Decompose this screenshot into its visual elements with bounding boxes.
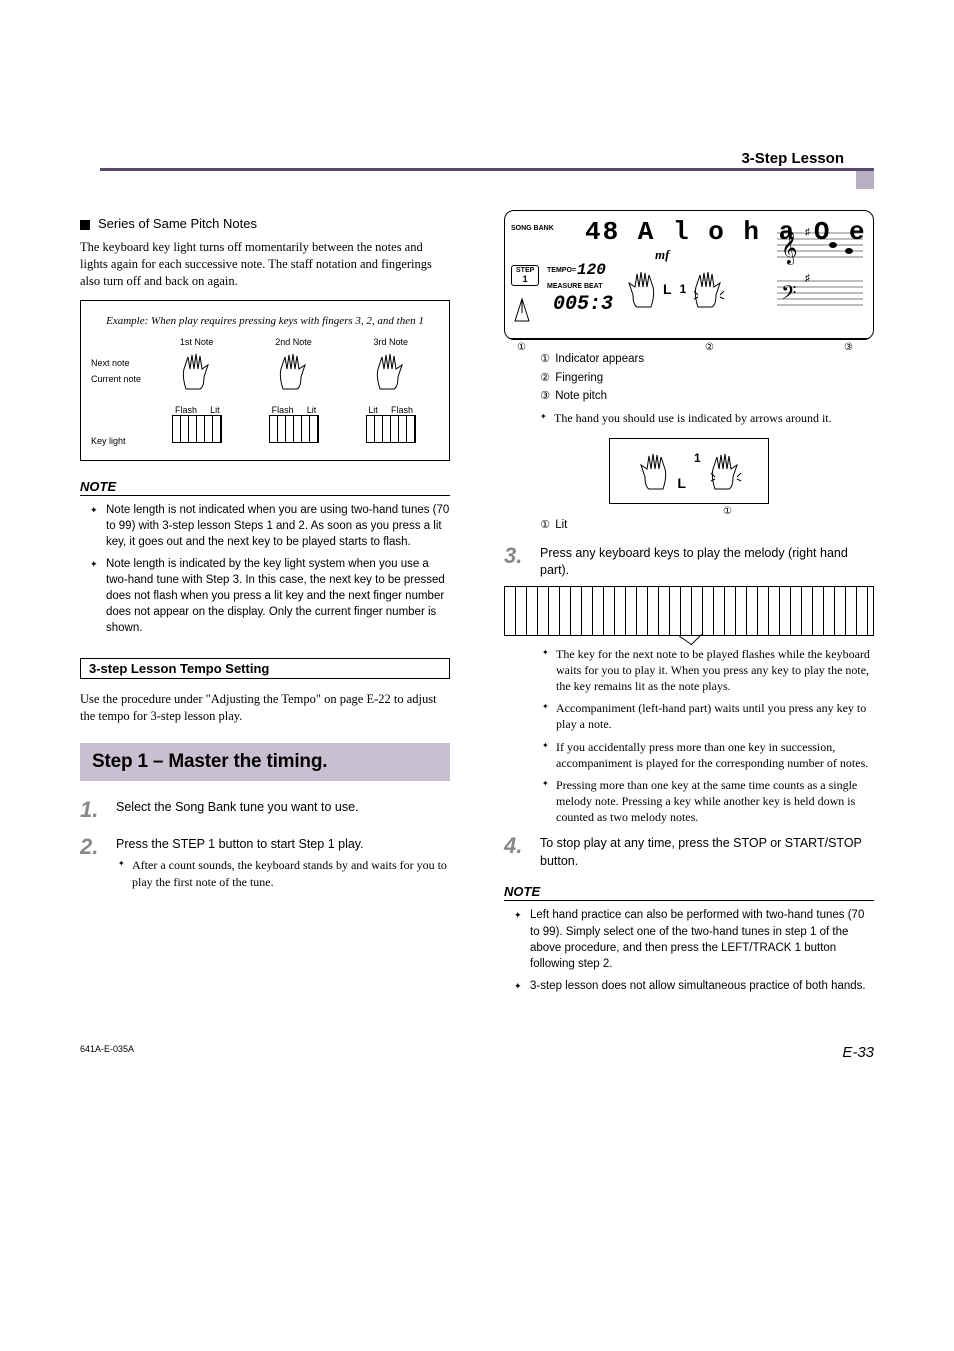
right-hand-icon [709,451,743,491]
step-value: 1 [516,274,534,284]
finger-number: 1 [694,451,701,465]
finger-number: 1 [680,282,687,296]
mini-keyboard-icon [366,415,416,443]
same-pitch-heading: Series of Same Pitch Notes [80,216,450,231]
state-label: Lit [368,405,378,415]
step-item-1: 1. Select the Song Bank tune you want to… [80,795,450,826]
state-label: Lit [210,405,220,415]
step-list: 1. Select the Song Bank tune you want to… [80,795,450,896]
state-label: Lit [307,405,317,415]
callout-1: ① [517,342,526,353]
dynamic-marking: mf [655,247,669,263]
legend-2: Fingering [555,372,603,384]
step1-title: Step 1 – Master the timing. [80,743,450,781]
header-title: 3-Step Lesson [741,150,844,167]
lit-legend: ① Lit [538,516,874,535]
step-label: STEP [516,267,534,274]
left-column: Series of Same Pitch Notes The keyboard … [80,210,450,1004]
header-band [100,168,874,171]
state-label: Flash [272,405,294,415]
metronome-icon [511,297,533,323]
col-3: 3rd Note [374,337,409,347]
staff-icon: 𝄞 𝄢 ♯ ♯ [777,223,863,323]
row-current-note: Current note [91,374,149,384]
state-label: Flash [175,405,197,415]
note-heading: NOTE [80,479,450,496]
footer-code: 641A-E-035A [80,1044,134,1061]
row-key-light: Key light [91,436,149,446]
legend-3: Note pitch [555,390,607,402]
col-1: 1st Note [180,337,214,347]
note1-item: Note length is not indicated when you ar… [106,502,450,550]
tempo-label: TEMPO= [547,267,576,274]
step-number: 1. [80,795,102,826]
lcd-legend: ① Indicator appears ② Fingering ③ Note p… [538,350,874,406]
measure-value: 005:3 [553,293,613,316]
note1-list: Note length is not indicated when you ar… [80,502,450,637]
step-number: 2. [80,832,102,896]
step-item-2: 2. Press the STEP 1 button to start Step… [80,832,450,896]
svg-text:𝄞: 𝄞 [781,232,798,265]
left-hand-label: L [677,475,686,491]
step-item-3: 3. Press any keyboard keys to play the m… [504,541,874,580]
hand-note: The hand you should use is indicated by … [554,410,874,426]
same-pitch-body: The keyboard key light turns off momenta… [80,239,450,290]
step-sub-bullet: After a count sounds, the keyboard stand… [132,857,450,889]
note2-item: Left hand practice can also be performed… [530,907,874,971]
col-2: 2nd Note [275,337,312,347]
svg-text:𝄢: 𝄢 [781,283,796,309]
keyboard-strip [504,586,874,636]
tempo-heading: 3-step Lesson Tempo Setting [80,658,450,679]
callout-2: ② [705,342,714,353]
mini-keyboard-icon [172,415,222,443]
left-hand-icon [623,269,657,309]
step-text: Select the Song Bank tune you want to us… [116,795,450,826]
example-diagram: Example: When play requires pressing key… [80,300,450,461]
note1-item: Note length is indicated by the key ligh… [106,556,450,636]
example-caption: Example: When play requires pressing key… [91,315,439,327]
example-text: When play requires pressing keys with fi… [148,315,424,327]
step3-bullet: If you accidentally press more than one … [556,739,874,771]
hand-indicator-box: L 1 ① [609,438,769,504]
hand-icon [180,351,214,391]
step-text: Press the STEP 1 button to start Step 1 … [116,836,450,854]
svg-text:♯: ♯ [805,273,810,284]
mini-keyboard-icon [269,415,319,443]
page-footer: 641A-E-035A E-33 [80,1044,874,1061]
footer-page: E-33 [842,1044,874,1061]
right-hand-icon [692,269,726,309]
step-item-4: 4. To stop play at any time, press the S… [504,831,874,870]
page-content: Series of Same Pitch Notes The keyboard … [80,210,874,1004]
note2-item: 3-step lesson does not allow simultaneou… [530,978,874,994]
right-column: SONG BANK 48 A l o h a O e mf STEP 1 TEM… [504,210,874,1004]
step-text: Press any keyboard keys to play the melo… [540,541,874,580]
lit-label: Lit [555,519,567,531]
step-number: 4. [504,831,526,870]
tempo-body: Use the procedure under "Adjusting the T… [80,691,450,725]
diagram-col-headers: 1st Note 2nd Note 3rd Note [149,337,439,347]
left-hand-label: L [663,281,672,297]
tempo-value: 120 [577,261,606,279]
step-text: To stop play at any time, press the STOP… [540,831,874,870]
hand-icon [374,351,408,391]
step-number: 3. [504,541,526,580]
note-heading: NOTE [504,884,874,901]
step3-bullet: Pressing more than one key at the same t… [556,777,874,826]
row-next-note: Next note [91,358,149,368]
callout-1: ① [723,506,732,517]
svg-text:♯: ♯ [805,227,810,238]
callout-3: ③ [844,342,853,353]
hand-icon [277,351,311,391]
note2-list: Left hand practice can also be performed… [504,907,874,993]
left-hand-icon [635,451,669,491]
step3-bullet: Accompaniment (left-hand part) waits unt… [556,700,874,732]
legend-1: Indicator appears [555,353,644,365]
song-bank-label: SONG BANK [511,225,554,232]
state-label: Flash [391,405,413,415]
example-label: Example: [106,315,148,327]
lcd-display: SONG BANK 48 A l o h a O e mf STEP 1 TEM… [504,210,874,340]
measure-label: MEASURE BEAT [547,283,602,290]
step3-bullet: The key for the next note to be played f… [556,646,874,695]
